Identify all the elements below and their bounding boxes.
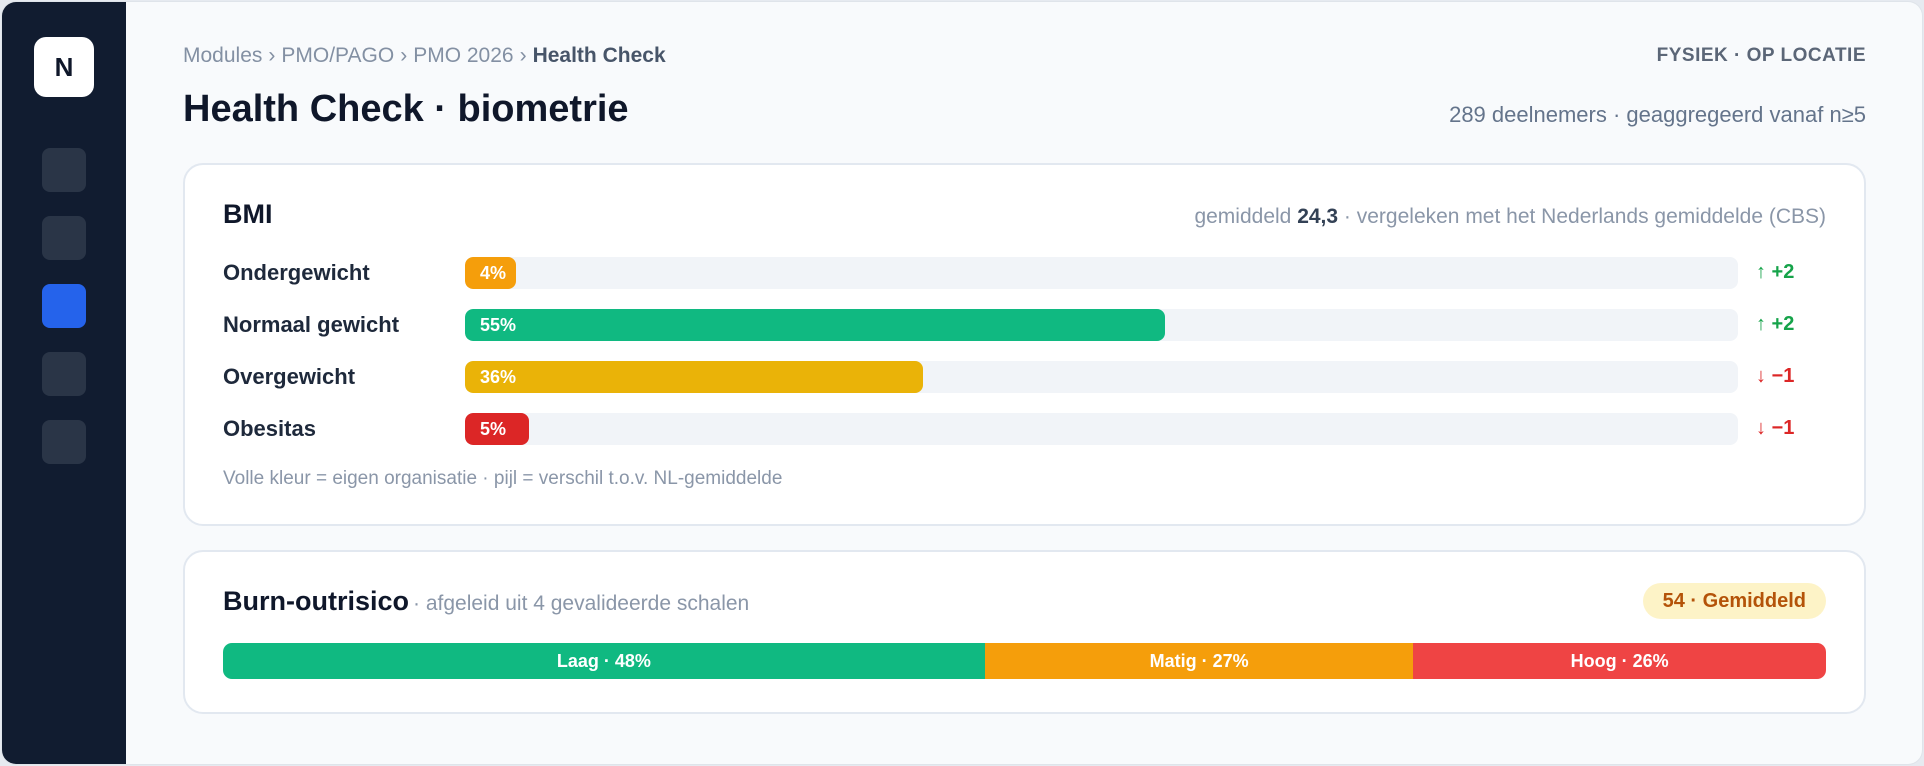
mode-label: FYSIEK · OP LOCATIE [1656,45,1866,66]
burnout-segment-matig: Matig · 27% [984,643,1414,679]
sidebar-item-5[interactable] [42,420,86,464]
burnout-score-badge: 54 · Gemiddeld [1642,583,1826,619]
bmi-note-prefix: gemiddeld [1194,205,1292,228]
burnout-title-line: Burn-outrisico · afgeleid uit 4 gevalidee… [223,586,749,617]
bmi-bar-value: 4% [480,262,507,283]
bmi-row-overgewicht: Overgewicht 36% ↓ −1 [223,361,1826,393]
bmi-delta: ↑ +2 [1756,261,1795,283]
bmi-row-obesitas: Obesitas 5% ↓ −1 [223,413,1826,445]
bmi-bar-fill: 5% [465,413,529,445]
bmi-legend: Volle kleur = eigen organisatie · pijl =… [223,468,783,489]
breadcrumb: Modules › PMO/PAGO › PMO 2026 › Health Check [183,44,666,68]
burnout-segment-laag: Laag · 48% [223,643,985,679]
breadcrumb-item-pmo-2026[interactable]: PMO 2026 [413,44,514,67]
bmi-delta: ↑ +2 [1756,313,1795,335]
breadcrumb-item-modules[interactable]: Modules [183,44,263,67]
bmi-bar-fill: 4% [465,257,516,289]
bmi-average-note: gemiddeld 24,3 · vergeleken met het Nede… [1194,205,1826,229]
bmi-card: BMI gemiddeld 24,3 · vergeleken met het … [183,163,1866,526]
burnout-stacked-bar: Laag · 48% Matig · 27% Hoog · 26% [223,643,1826,679]
bmi-row-label: Normaal gewicht [223,312,400,337]
bmi-bar-track: 4% [465,257,1738,289]
bmi-row-label: Obesitas [223,416,316,441]
bmi-average-value: 24,3 [1297,205,1339,228]
app-logo[interactable]: N [34,37,94,97]
burnout-card: Burn-outrisico · afgeleid uit 4 gevalidee… [183,550,1866,714]
bmi-bar-track: 5% [465,413,1738,445]
bmi-row-normaal-gewicht: Normaal gewicht 55% ↑ +2 [223,309,1826,341]
bmi-bar-value: 55% [480,314,517,335]
main-content: Modules › PMO/PAGO › PMO 2026 › Health Check F… [126,2,1922,764]
bmi-note-suffix: · vergeleken met het Nederlands gemiddel… [1343,205,1826,228]
breadcrumb-current: Health Check [532,44,666,67]
breadcrumb-separator: › [519,44,527,67]
burnout-segment-hoog: Hoog · 26% [1413,643,1826,679]
sidebar-item-3-active[interactable] [42,284,86,328]
sidebar-item-4[interactable] [42,352,86,396]
bmi-row-ondergewicht: Ondergewicht 4% ↑ +2 [223,257,1826,289]
sidebar-item-2[interactable] [42,216,86,260]
sidebar: N [2,2,126,764]
breadcrumb-item-pmo-pago[interactable]: PMO/PAGO [281,44,395,67]
bmi-row-label: Ondergewicht [223,260,370,285]
breadcrumb-separator: › [268,44,276,67]
bmi-bar-fill: 55% [465,309,1166,341]
bmi-bar-fill: 36% [465,361,924,393]
participants-summary: 289 deelnemers · geaggregeerd vanaf n≥5 [1449,102,1866,127]
sidebar-item-1[interactable] [42,148,86,192]
page-title: Health Check · biometrie [183,88,629,130]
bmi-delta: ↓ −1 [1756,417,1795,439]
bmi-delta: ↓ −1 [1756,365,1795,387]
burnout-subtitle: · afgeleid uit 4 gevalideerde schalen [413,592,750,615]
bmi-bar-track: 36% [465,361,1738,393]
breadcrumb-separator: › [400,44,408,67]
bmi-bar-track: 55% [465,309,1738,341]
bmi-row-label: Overgewicht [223,364,356,389]
bmi-title: BMI [223,199,273,229]
bmi-bar-value: 5% [480,418,507,439]
burnout-title: Burn-outrisico [223,586,409,616]
bmi-bar-value: 36% [480,366,517,387]
